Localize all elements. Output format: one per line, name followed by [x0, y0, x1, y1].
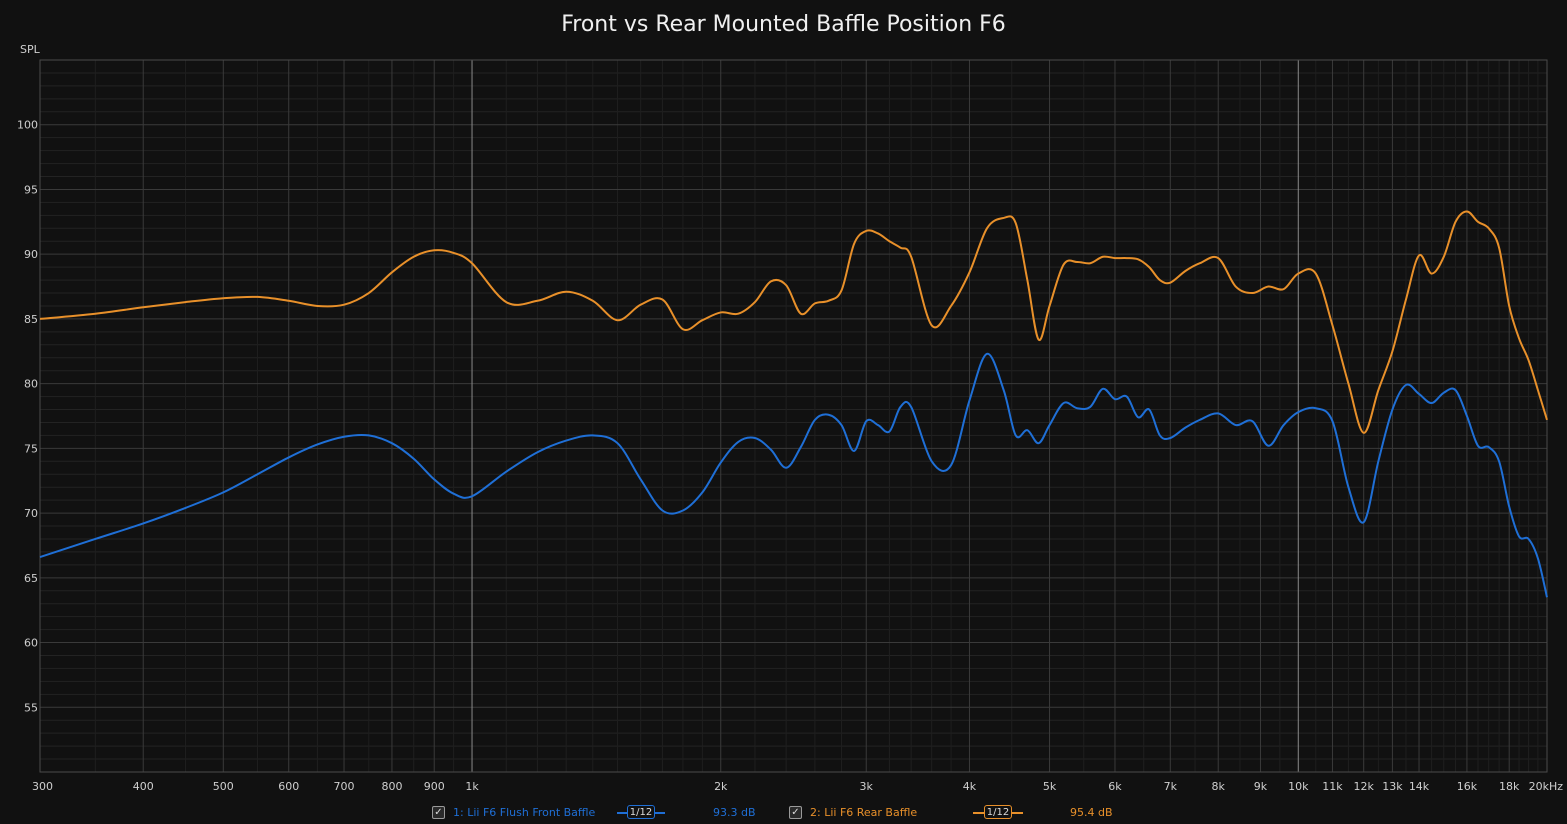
x-tick-label: 400 — [133, 780, 154, 793]
series-1-level: 93.3 dB — [713, 806, 756, 819]
x-tick-label: 3k — [860, 780, 874, 793]
y-tick-label: 85 — [24, 313, 38, 326]
minor-grid — [40, 60, 1547, 772]
y-axis-label: SPL — [20, 43, 41, 56]
x-tick-label: 8k — [1212, 780, 1226, 793]
x-tick-label: 11k — [1322, 780, 1343, 793]
legend: ✓ 1: Lii F6 Flush Front Baffle 1/12 93.3… — [0, 800, 1567, 824]
x-tick-label: 4k — [963, 780, 977, 793]
x-tick-label: 18k — [1499, 780, 1520, 793]
series-2-checkbox[interactable]: ✓ — [789, 806, 802, 819]
series-line-1 — [39, 352, 1548, 598]
x-tick-label: 14k — [1409, 780, 1430, 793]
x-tick-label: 7k — [1164, 780, 1178, 793]
x-tick-label: 12k — [1354, 780, 1375, 793]
y-tick-label: 55 — [24, 701, 38, 714]
y-tick-label: 100 — [17, 119, 38, 132]
x-tick-label: 10k — [1288, 780, 1309, 793]
y-tick-label: 65 — [24, 572, 38, 585]
y-tick-label: 95 — [24, 183, 38, 196]
x-tick-label: 300 — [32, 780, 53, 793]
y-tick-labels: 55 60 65 70 75 80 85 90 95 100 — [17, 119, 38, 715]
x-tick-label: 13k — [1382, 780, 1403, 793]
plot-frame — [39, 59, 1548, 773]
x-tick-label: 9k — [1254, 780, 1268, 793]
y-tick-label: 60 — [24, 637, 38, 650]
x-tick-label: 20kHz — [1529, 780, 1564, 793]
x-tick-label: 16k — [1457, 780, 1478, 793]
x-tick-label: 500 — [213, 780, 234, 793]
legend-item-series-2[interactable]: ✓ 2: Lii F6 Rear Baffle — [789, 806, 917, 819]
x-tick-label: 5k — [1043, 780, 1057, 793]
x-tick-label: 1k — [465, 780, 479, 793]
series-line-2 — [39, 210, 1548, 434]
y-tick-label: 70 — [24, 507, 38, 520]
series-layer — [39, 210, 1548, 598]
y-tick-label: 80 — [24, 378, 38, 391]
x-tick-label: 6k — [1108, 780, 1122, 793]
y-tick-label: 75 — [24, 442, 38, 455]
y-tick-label: 90 — [24, 248, 38, 261]
x-tick-label: 600 — [278, 780, 299, 793]
series-2-level: 95.4 dB — [1070, 806, 1113, 819]
x-tick-label: 2k — [714, 780, 728, 793]
x-tick-labels: 300 400 500 600 700 800 900 1k 2k 3k 4k 5k 6k 7k 8k 9k 1… — [32, 780, 1563, 793]
series-1-smoothing-badge[interactable]: 1/12 — [627, 805, 655, 819]
series-1-checkbox[interactable]: ✓ — [432, 806, 445, 819]
legend-series-2-name: 2: Lii F6 Rear Baffle — [810, 806, 918, 819]
legend-item-series-1[interactable]: ✓ 1: Lii F6 Flush Front Baffle — [432, 806, 595, 819]
legend-series-1-name: 1: Lii F6 Flush Front Baffle — [453, 806, 596, 819]
chart-title: Front vs Rear Mounted Baffle Position F6 — [561, 12, 1006, 37]
x-tick-label: 900 — [424, 780, 445, 793]
major-grid — [39, 60, 1548, 772]
x-tick-label: 800 — [381, 780, 402, 793]
series-2-smoothing-badge[interactable]: 1/12 — [984, 805, 1012, 819]
x-tick-label: 700 — [334, 780, 355, 793]
